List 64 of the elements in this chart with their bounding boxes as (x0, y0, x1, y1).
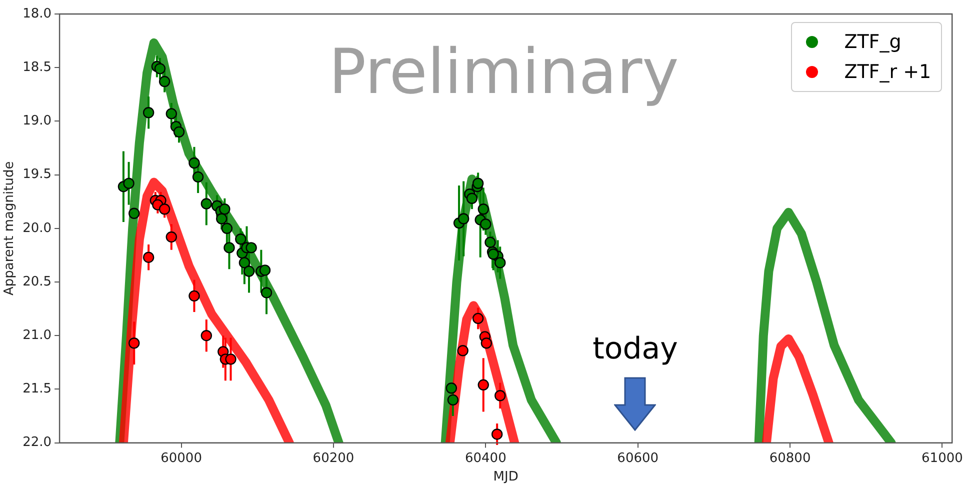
point (158, 204, 170, 215)
point (188, 157, 200, 169)
y-tick-label: 18.0 (22, 6, 52, 22)
y-tick-label: 20.5 (22, 274, 52, 290)
point (457, 345, 468, 356)
point (154, 63, 166, 74)
point (480, 218, 492, 230)
point (158, 76, 170, 88)
point (225, 354, 236, 365)
point (243, 266, 255, 277)
y-tick-label: 20.0 (22, 220, 52, 236)
point (166, 231, 177, 243)
point (478, 379, 489, 391)
point (466, 192, 478, 204)
x-tick-label: 60800 (769, 450, 811, 466)
point (246, 242, 257, 254)
point (188, 290, 200, 302)
y-tick-label: 18.5 (22, 60, 52, 75)
point (472, 178, 484, 189)
point (221, 222, 233, 234)
point (447, 394, 459, 406)
x-tick-label: 60600 (617, 450, 659, 466)
point (173, 126, 185, 138)
point (142, 107, 154, 118)
point (259, 264, 271, 276)
point (494, 390, 506, 402)
point (494, 257, 506, 268)
point (458, 213, 470, 224)
y-tick-label: 19.5 (22, 167, 52, 182)
point (472, 312, 484, 324)
annotation: today (592, 332, 678, 367)
point (128, 208, 140, 219)
point (216, 213, 228, 224)
x-axis-title: MJD (493, 470, 518, 485)
x-tick-label: 60000 (160, 450, 202, 466)
y-axis-title: Apparent magnitude (2, 161, 18, 296)
point (488, 248, 499, 260)
y-tick-label: 21.5 (22, 382, 52, 397)
point (123, 178, 134, 189)
point (142, 252, 154, 263)
y-tick-label: 22.0 (22, 435, 52, 450)
point (192, 171, 204, 183)
legend-label: ZTF_g (844, 31, 902, 53)
y-tick-label: 19.0 (22, 114, 52, 129)
annotation: Preliminary (328, 35, 679, 108)
point (260, 287, 272, 298)
point (446, 382, 458, 394)
point (200, 198, 212, 210)
point (219, 204, 230, 215)
point (235, 234, 246, 245)
point (166, 108, 177, 120)
x-tick-label: 61000 (922, 450, 963, 466)
point (491, 428, 503, 440)
point (128, 338, 140, 349)
y-tick-label: 21.0 (22, 328, 52, 343)
x-tick-label: 60400 (464, 450, 506, 466)
legend-label: ZTF_r +1 (844, 61, 932, 83)
point (224, 242, 235, 254)
point (478, 204, 489, 215)
point (200, 330, 212, 342)
x-tick-label: 60200 (312, 450, 354, 466)
point (480, 338, 492, 349)
point (238, 257, 250, 268)
point (484, 236, 496, 248)
